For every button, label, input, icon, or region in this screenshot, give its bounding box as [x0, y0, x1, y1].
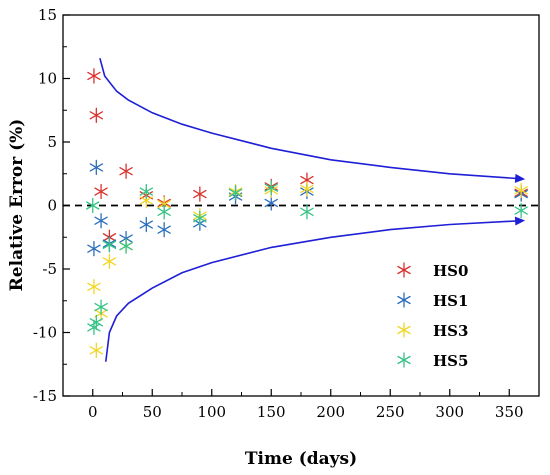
point-hs5 [87, 319, 101, 336]
legend-marker-hs1 [397, 292, 411, 308]
x-tick-label: 0 [88, 403, 98, 421]
x-axis-title: Time (days) [245, 449, 357, 469]
legend-marker-hs0 [397, 262, 411, 278]
lower-envelope-curve [105, 219, 522, 362]
y-tick-label: -5 [42, 260, 57, 278]
upper-envelope-curve-arrowhead [514, 173, 526, 183]
point-hs5 [119, 238, 133, 254]
point-hs1 [139, 216, 154, 233]
x-tick-label: 100 [197, 403, 226, 421]
legend-label-hs0: HS0 [433, 262, 468, 280]
legend-marker-hs5 [397, 352, 411, 368]
point-hs5 [193, 210, 207, 226]
point-hs3 [87, 279, 101, 295]
y-tick-label: -15 [33, 387, 57, 405]
point-hs3 [89, 342, 104, 358]
point-hs1 [87, 241, 101, 257]
point-hs5 [94, 299, 108, 315]
point-hs1 [264, 195, 278, 211]
envelope [99, 57, 526, 362]
point-hs1 [157, 221, 171, 238]
x-tick-label: 350 [495, 403, 524, 421]
x-tick-label: 150 [257, 403, 286, 421]
y-tick-label: 5 [47, 133, 57, 151]
point-hs5 [86, 197, 100, 214]
x-tick-label: 300 [435, 403, 464, 421]
y-tick-label: 15 [38, 6, 57, 24]
point-hs5 [89, 314, 104, 330]
point-hs5 [300, 204, 314, 220]
point-hs0 [94, 183, 108, 200]
point-hs5 [228, 185, 243, 201]
legend-label-hs5: HS5 [433, 352, 468, 370]
point-hs3 [514, 182, 528, 198]
x-tick-label: 250 [376, 403, 405, 421]
point-hs0 [87, 68, 101, 84]
x-tick-label: 50 [143, 403, 162, 421]
x-axis: 0 50 100 150 200 250 300 350 [62, 389, 540, 421]
upper-envelope-curve [99, 57, 522, 180]
point-hs1 [89, 159, 104, 176]
point-hs0 [193, 186, 207, 202]
x-tick-label: 200 [316, 403, 345, 421]
y-axis-title: Relative Error (%) [7, 119, 27, 292]
point-hs5 [264, 180, 278, 196]
legend-marker-hs3 [397, 322, 411, 338]
legend-label-hs1: HS1 [433, 292, 468, 310]
lower-envelope-curve-arrowhead [514, 216, 526, 226]
point-hs5 [157, 204, 171, 220]
y-tick-label: 10 [38, 70, 57, 88]
legend-label-hs3: HS3 [433, 322, 468, 340]
point-hs1 [94, 213, 108, 229]
point-hs3 [102, 253, 117, 270]
point-hs0 [119, 163, 133, 179]
point-hs5 [139, 183, 154, 200]
point-hs3 [300, 181, 314, 197]
y-tick-label: -10 [33, 324, 57, 342]
point-hs5 [514, 202, 528, 219]
point-hs5 [102, 237, 117, 253]
point-hs0 [89, 107, 104, 123]
legend: HS0 HS1 HS3 HS5 [397, 262, 468, 370]
data-points [86, 68, 528, 358]
y-tick-label: 0 [47, 197, 57, 215]
